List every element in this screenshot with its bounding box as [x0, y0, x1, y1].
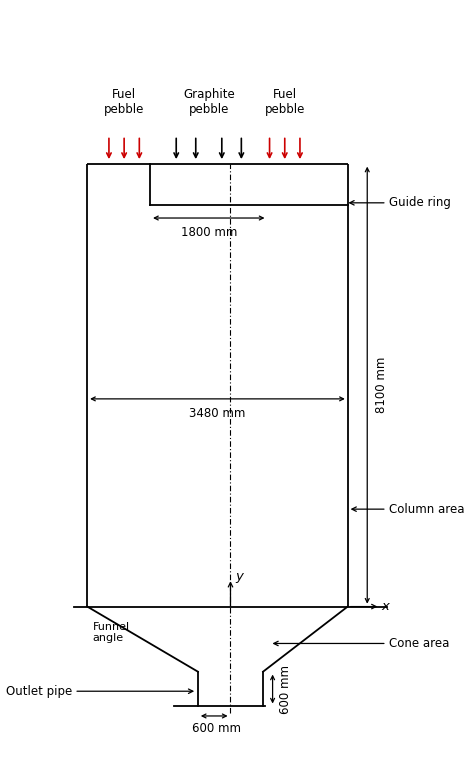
Text: 8100 mm: 8100 mm [375, 357, 388, 414]
Text: Graphite
pebble: Graphite pebble [183, 88, 235, 116]
Text: y: y [236, 569, 244, 583]
Text: Cone area: Cone area [389, 637, 449, 650]
Text: 600 mm: 600 mm [192, 722, 241, 735]
Text: Fuel
pebble: Fuel pebble [104, 88, 144, 116]
Text: x: x [382, 600, 390, 613]
Text: Funnel
angle: Funnel angle [92, 622, 129, 643]
Text: Guide ring: Guide ring [389, 196, 451, 210]
Text: 1800 mm: 1800 mm [181, 226, 237, 239]
Text: 3480 mm: 3480 mm [189, 407, 246, 420]
Text: Fuel
pebble: Fuel pebble [264, 88, 305, 116]
Text: Column area: Column area [389, 502, 465, 516]
Text: 600 mm: 600 mm [279, 664, 292, 714]
Text: Outlet pipe: Outlet pipe [6, 685, 72, 698]
